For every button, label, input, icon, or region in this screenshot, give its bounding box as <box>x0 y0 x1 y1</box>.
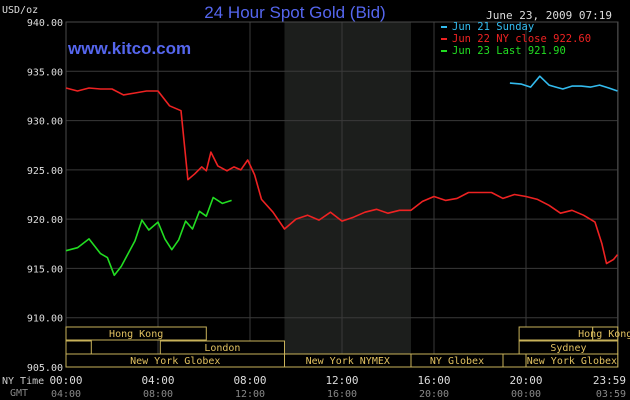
legend-entry: Jun 21 Sunday <box>452 21 534 33</box>
session-label: New York NYMEX <box>306 356 390 367</box>
y-tick-label: 935.00 <box>27 67 63 78</box>
y-tick-label: 940.00 <box>27 18 63 29</box>
session-label: NY Globex <box>430 356 484 367</box>
session-box-blank <box>65 340 92 355</box>
session-box <box>410 353 504 368</box>
x-tick-label-ny: 12:00 <box>325 374 358 387</box>
nymex-shaded-region <box>284 22 411 367</box>
series-line-0 <box>509 75 618 92</box>
x-tick-label-ny: 16:00 <box>417 374 450 387</box>
session-label: Hong Kong <box>578 329 630 340</box>
y-tick-label: 925.00 <box>27 166 63 177</box>
timestamp: June 23, 2009 07:19 <box>486 9 612 22</box>
session-box <box>525 353 619 368</box>
x-tick-label-ny: 08:00 <box>233 374 266 387</box>
x-tick-label-gmt: 03:59 <box>596 389 626 400</box>
grid-lines <box>65 21 619 368</box>
session-label: London <box>204 343 240 354</box>
x-tick-labels: 00:00 04:00 04:00 08:00 08:00 12:00 12:00 16:00… <box>49 374 626 400</box>
series-layer <box>65 75 619 277</box>
legend-entry: Jun 23 Last 921.90 <box>452 45 566 57</box>
watermark: www.kitco.com <box>67 39 191 58</box>
y-tick-label: 915.00 <box>27 264 63 275</box>
y-tick-label: 920.00 <box>27 215 63 226</box>
session-layer: Hong Kong London New York Globex New York N… <box>65 326 630 368</box>
x-tick-label-gmt: 16:00 <box>327 389 357 400</box>
legend-entry: Jun 22 NY close 922.60 <box>452 33 591 45</box>
session-label: New York Globex <box>130 356 220 367</box>
y-tick-label: 905.00 <box>27 363 63 374</box>
x-tick-label-ny: 23:59 <box>593 374 626 387</box>
session-box <box>592 326 619 341</box>
x-tick-label-gmt: 12:00 <box>235 389 265 400</box>
y-tick-label: 930.00 <box>27 117 63 128</box>
x-tick-label-gmt: 20:00 <box>419 389 449 400</box>
chart-title: 24 Hour Spot Gold (Bid) <box>204 3 385 22</box>
x-tick-label-ny: 20:00 <box>509 374 542 387</box>
x-row-label-gmt: GMT <box>10 388 28 399</box>
series-line-1 <box>65 87 619 265</box>
x-tick-label-gmt: 00:00 <box>511 389 541 400</box>
session-label: Hong Kong <box>109 329 163 340</box>
x-tick-label-ny: 04:00 <box>141 374 174 387</box>
session-box <box>65 326 207 341</box>
x-tick-label-gmt: 04:00 <box>51 389 81 400</box>
y-axis-label: USD/oz <box>2 5 38 16</box>
series-line-2 <box>65 196 232 277</box>
x-tick-label-gmt: 08:00 <box>143 389 173 400</box>
y-tick-label: 910.00 <box>27 314 63 325</box>
session-box-blank <box>502 353 527 368</box>
y-tick-labels: 905.00 910.00 915.00 920.00 925.00 930.00 935.… <box>27 18 63 374</box>
x-tick-label-ny: 00:00 <box>49 374 82 387</box>
session-label: New York Globex <box>527 356 617 367</box>
session-label: Sydney <box>550 343 586 354</box>
x-row-label-ny: NY Time <box>2 376 44 387</box>
